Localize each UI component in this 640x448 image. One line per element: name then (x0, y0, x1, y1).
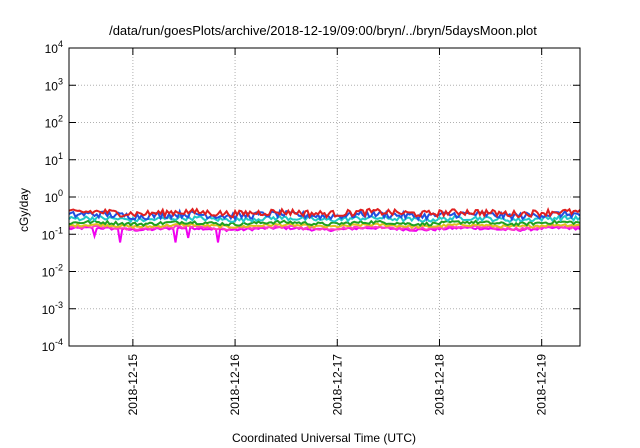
series-line (68, 224, 581, 231)
x-axis-label: Coordinated Universal Time (UTC) (232, 431, 416, 445)
chart-title: /data/run/goesPlots/archive/2018-12-19/0… (109, 23, 537, 38)
series-line (68, 207, 581, 220)
y-tick-label: 100 (45, 188, 63, 205)
y-tick-label: 10-2 (42, 263, 63, 280)
series-layer (68, 207, 581, 243)
y-tick-label: 102 (45, 114, 63, 131)
series-line (68, 219, 581, 228)
y-tick-label: 101 (45, 151, 63, 168)
grid (69, 47, 580, 347)
x-tick-label: 2018-12-16 (228, 354, 242, 416)
y-tick-label: 10-1 (42, 225, 63, 242)
y-axis-label: cGy/day (17, 188, 31, 232)
x-tick-label: 2018-12-17 (330, 354, 344, 416)
x-tick-label: 2018-12-15 (126, 354, 140, 416)
y-tick-label: 104 (45, 39, 63, 56)
y-tick-label: 103 (45, 76, 63, 93)
x-tick-label: 2018-12-19 (535, 354, 549, 416)
axes: 10-4 10-3 10-2 10-1 100 101 102 103 104 2018-12-1… (42, 39, 580, 415)
y-tick-label: 10-4 (42, 337, 63, 354)
y-tick-label: 10-3 (42, 300, 63, 317)
series-line (68, 208, 581, 222)
series-line (68, 222, 581, 230)
x-tick-label: 2018-12-18 (432, 354, 446, 416)
